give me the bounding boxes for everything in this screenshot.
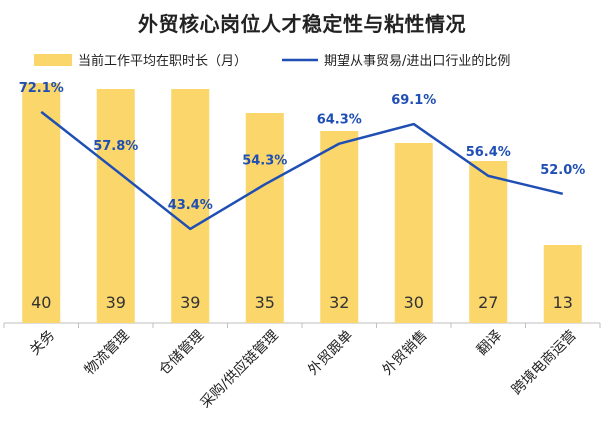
x-axis-label-4: 外贸跟单 bbox=[305, 328, 356, 379]
bar-value-label-1: 39 bbox=[106, 293, 126, 312]
bar-1 bbox=[96, 89, 135, 323]
bar-value-label-0: 40 bbox=[31, 293, 51, 312]
line-value-label-3: 54.3% bbox=[242, 153, 287, 168]
legend-bar-label: 当前工作平均在职时长（月） bbox=[78, 53, 247, 69]
line-value-label-0: 72.1% bbox=[19, 81, 64, 96]
line-path bbox=[40, 110, 564, 231]
x-axis-label-5: 外贸销售 bbox=[380, 328, 431, 379]
bar-4 bbox=[320, 131, 359, 323]
bar-series bbox=[22, 83, 582, 323]
line-value-label-6: 56.4% bbox=[466, 145, 511, 160]
bar-2 bbox=[171, 89, 210, 323]
bar-value-label-2: 39 bbox=[180, 293, 200, 312]
x-axis-label-6: 翻译 bbox=[474, 328, 505, 359]
x-axis-label-2: 仓储管理 bbox=[156, 328, 207, 379]
bar-5 bbox=[394, 143, 433, 323]
line-series bbox=[40, 110, 564, 231]
x-axis-ticks bbox=[3, 323, 601, 328]
x-axis-label-7: 跨境电商运营 bbox=[509, 328, 580, 399]
bar-3 bbox=[245, 113, 284, 323]
legend-line-label: 期望从事贸易/进出口行业的比例 bbox=[324, 53, 510, 69]
line-value-label-1: 57.8% bbox=[93, 139, 138, 154]
bar-value-labels: 40 39 39 35 32 30 27 13 bbox=[31, 293, 573, 312]
bar-value-label-5: 30 bbox=[404, 293, 424, 312]
bar-value-label-6: 27 bbox=[478, 293, 498, 312]
bar-value-label-4: 32 bbox=[329, 293, 349, 312]
bar-7 bbox=[543, 245, 582, 323]
bar-0 bbox=[22, 83, 61, 323]
bar-value-label-3: 35 bbox=[255, 293, 275, 312]
line-value-label-2: 43.4% bbox=[168, 198, 213, 213]
line-value-label-4: 64.3% bbox=[317, 113, 362, 128]
bar-6 bbox=[469, 161, 508, 323]
chart-title: 外贸核心岗位人才稳定性与粘性情况 bbox=[138, 12, 466, 36]
line-value-labels: 72.1% 57.8% 43.4% 54.3% 64.3% 69.1% 56.4% 52.0% bbox=[19, 81, 586, 213]
x-axis-label-3: 采购/供应链管理 bbox=[197, 327, 282, 412]
legend: 当前工作平均在职时长（月） 期望从事贸易/进出口行业的比例 bbox=[34, 53, 510, 69]
line-value-label-5: 69.1% bbox=[391, 93, 436, 108]
x-axis-label-1: 物流管理 bbox=[82, 328, 133, 379]
line-value-label-7: 52.0% bbox=[540, 163, 585, 178]
x-axis-label-0: 关务 bbox=[27, 328, 58, 359]
legend-bar-swatch bbox=[34, 54, 72, 66]
bar-value-label-7: 13 bbox=[553, 293, 573, 312]
